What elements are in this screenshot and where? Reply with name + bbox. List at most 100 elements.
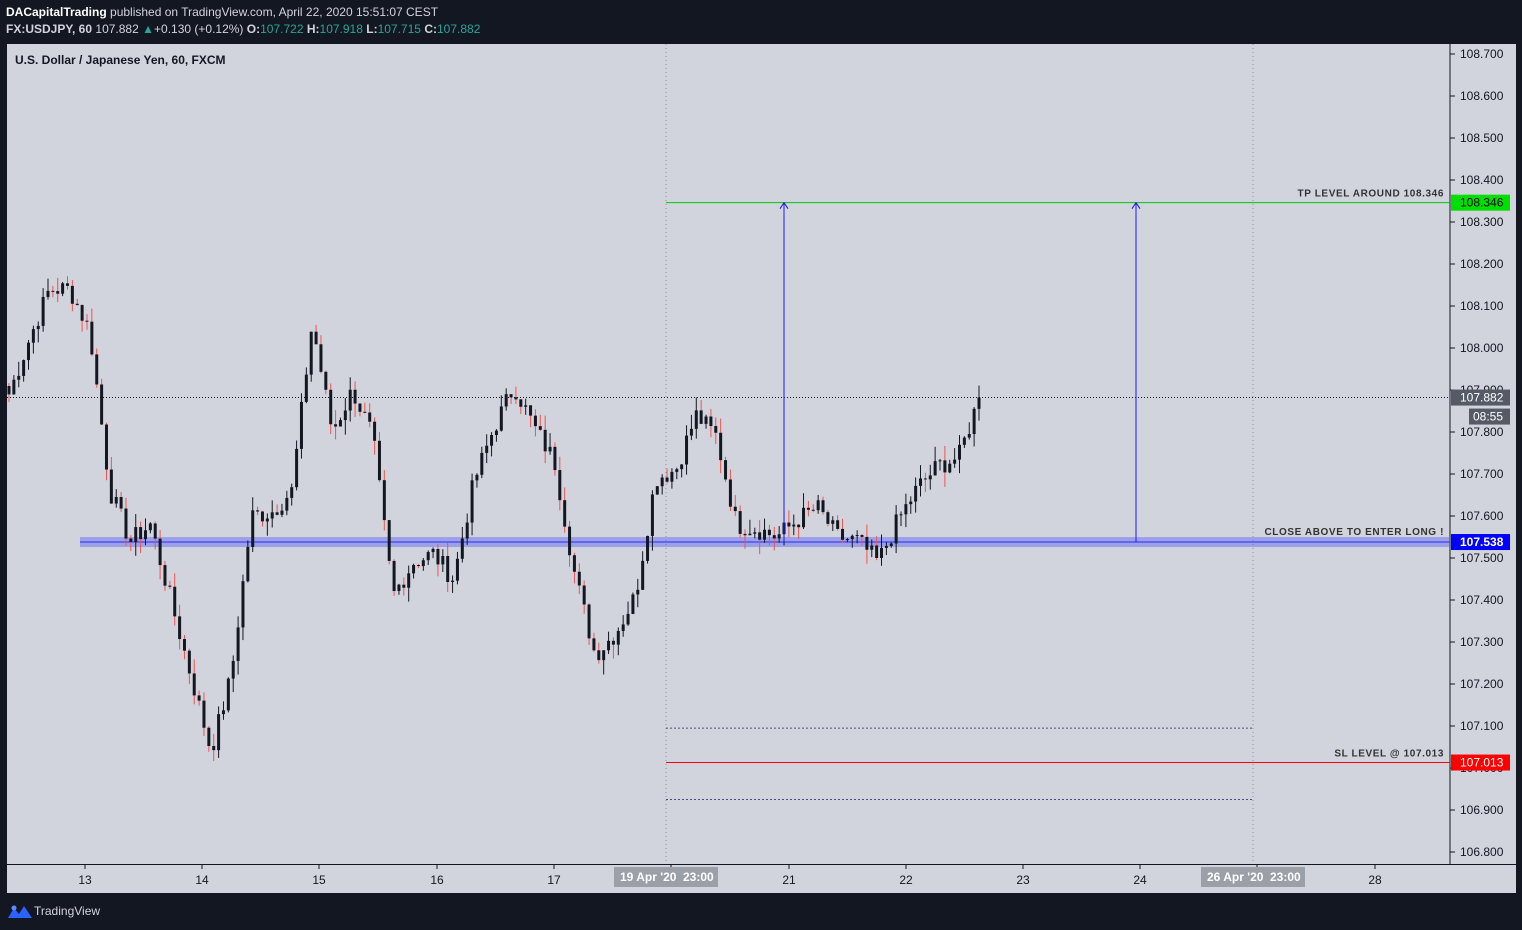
- candle[interactable]: [95, 348, 99, 388]
- candle[interactable]: [212, 733, 216, 762]
- range-marker-2[interactable]: 26 Apr '20 23:00: [1201, 867, 1305, 887]
- candle[interactable]: [265, 513, 269, 536]
- candle[interactable]: [353, 381, 357, 417]
- candle[interactable]: [426, 550, 430, 566]
- candle[interactable]: [70, 279, 74, 312]
- candle[interactable]: [763, 518, 767, 543]
- candle[interactable]: [680, 464, 684, 478]
- candle[interactable]: [884, 542, 888, 555]
- candle[interactable]: [972, 407, 976, 447]
- candle[interactable]: [811, 504, 815, 513]
- candle[interactable]: [568, 520, 572, 567]
- candle[interactable]: [295, 440, 299, 491]
- candle[interactable]: [17, 361, 21, 388]
- candle[interactable]: [421, 558, 425, 571]
- candle[interactable]: [948, 459, 952, 474]
- candle[interactable]: [587, 603, 591, 645]
- candle[interactable]: [928, 464, 932, 490]
- candle[interactable]: [836, 515, 840, 531]
- candle[interactable]: [753, 527, 757, 539]
- candle[interactable]: [275, 504, 279, 516]
- candle[interactable]: [119, 491, 123, 512]
- candle[interactable]: [451, 575, 455, 593]
- candle[interactable]: [860, 533, 864, 546]
- candle[interactable]: [446, 542, 450, 592]
- candle[interactable]: [563, 487, 567, 533]
- candle[interactable]: [280, 503, 284, 518]
- candle[interactable]: [655, 486, 659, 495]
- candle[interactable]: [480, 446, 484, 479]
- candle[interactable]: [470, 473, 474, 536]
- candle[interactable]: [397, 583, 401, 595]
- candle[interactable]: [592, 632, 596, 652]
- candle[interactable]: [436, 544, 440, 577]
- candle[interactable]: [777, 526, 781, 543]
- candle[interactable]: [392, 559, 396, 596]
- candle[interactable]: [845, 538, 849, 543]
- candle[interactable]: [943, 445, 947, 487]
- candle[interactable]: [412, 563, 416, 579]
- candle[interactable]: [524, 398, 528, 415]
- candle[interactable]: [490, 432, 494, 457]
- candle[interactable]: [694, 397, 698, 439]
- candle[interactable]: [207, 725, 211, 752]
- range-marker-1[interactable]: 19 Apr '20 23:00: [614, 867, 718, 887]
- candle[interactable]: [738, 505, 742, 538]
- candle[interactable]: [12, 375, 16, 395]
- candle[interactable]: [699, 400, 703, 425]
- candle[interactable]: [953, 448, 957, 468]
- candle[interactable]: [616, 627, 620, 656]
- candle[interactable]: [704, 414, 708, 429]
- candle[interactable]: [46, 278, 50, 300]
- candle[interactable]: [192, 659, 196, 705]
- candle[interactable]: [231, 655, 235, 693]
- candle[interactable]: [923, 472, 927, 493]
- candle[interactable]: [348, 377, 352, 422]
- candle[interactable]: [285, 490, 289, 516]
- candle[interactable]: [51, 285, 55, 298]
- candle[interactable]: [441, 549, 445, 572]
- candle[interactable]: [387, 519, 391, 565]
- candle[interactable]: [504, 388, 508, 411]
- candle[interactable]: [241, 574, 245, 641]
- author-name[interactable]: DACapitalTrading: [6, 5, 107, 19]
- candle[interactable]: [377, 432, 381, 483]
- candle[interactable]: [319, 335, 323, 374]
- candle[interactable]: [158, 529, 162, 580]
- candle[interactable]: [324, 370, 328, 395]
- candle[interactable]: [31, 325, 35, 354]
- candle[interactable]: [607, 631, 611, 654]
- candle[interactable]: [660, 474, 664, 495]
- candle[interactable]: [187, 648, 191, 684]
- candle[interactable]: [899, 511, 903, 527]
- candle[interactable]: [850, 534, 854, 548]
- candle[interactable]: [299, 393, 303, 459]
- candle[interactable]: [675, 467, 679, 480]
- candle[interactable]: [129, 535, 133, 552]
- projection-arrows[interactable]: [779, 201, 1141, 543]
- candle[interactable]: [256, 506, 260, 516]
- candle[interactable]: [582, 580, 586, 614]
- candle[interactable]: [7, 383, 11, 403]
- candle[interactable]: [368, 403, 372, 428]
- plot-area[interactable]: [7, 44, 1450, 864]
- candle[interactable]: [831, 516, 835, 532]
- candle[interactable]: [309, 331, 313, 382]
- candle[interactable]: [724, 456, 728, 483]
- candle[interactable]: [314, 324, 318, 345]
- candle[interactable]: [841, 518, 845, 543]
- candle[interactable]: [767, 524, 771, 546]
- candle[interactable]: [163, 561, 167, 591]
- candle[interactable]: [236, 616, 240, 675]
- candle[interactable]: [519, 398, 523, 415]
- candle[interactable]: [202, 692, 206, 737]
- candle[interactable]: [728, 469, 732, 512]
- candle[interactable]: [533, 409, 537, 437]
- candle[interactable]: [548, 433, 552, 455]
- candle[interactable]: [178, 604, 182, 650]
- candle[interactable]: [529, 405, 533, 428]
- candle[interactable]: [631, 592, 635, 615]
- candle[interactable]: [602, 650, 606, 675]
- candle[interactable]: [743, 529, 747, 549]
- candle[interactable]: [270, 500, 274, 528]
